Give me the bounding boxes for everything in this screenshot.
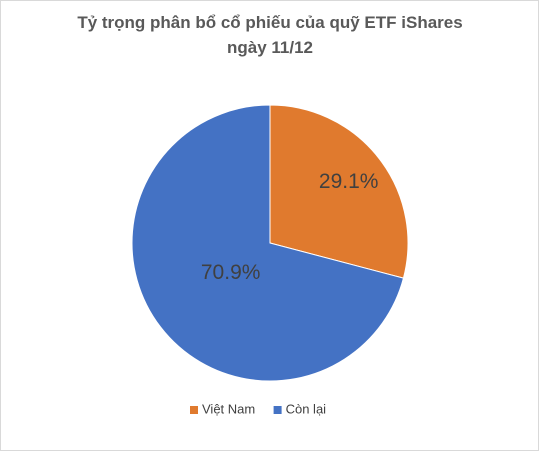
data-label: 29.1% <box>319 170 379 193</box>
legend-swatch <box>273 406 282 414</box>
data-label: 70.9% <box>201 261 261 284</box>
pie-slice <box>131 104 405 382</box>
legend-label: Còn lại <box>286 401 327 416</box>
legend-swatch <box>190 406 198 414</box>
legend-label: Việt Nam <box>202 401 255 416</box>
pie-slice <box>269 104 409 279</box>
chart-title: Tỷ trọng phân bổ cổ phiếu của quỹ ETF iS… <box>77 13 463 57</box>
